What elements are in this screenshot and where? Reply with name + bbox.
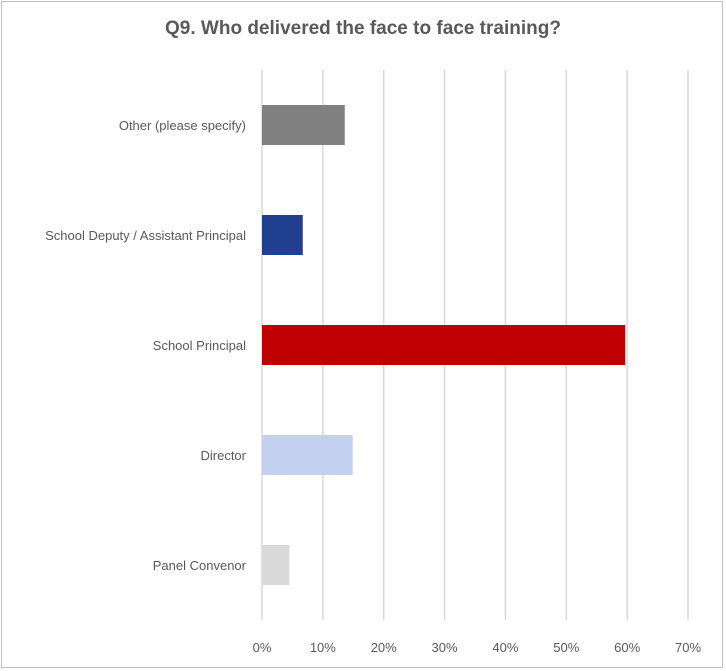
bar-3 [262, 435, 353, 475]
category-label-2: School Principal [153, 338, 246, 353]
bar-4 [262, 545, 290, 585]
x-tick-label-7: 70% [675, 640, 701, 655]
x-tick-label-2: 20% [371, 640, 397, 655]
category-label-1: School Deputy / Assistant Principal [45, 228, 246, 243]
bar-2 [262, 325, 626, 365]
chart-title: Q9. Who delivered the face to face train… [165, 18, 561, 39]
bar-1 [262, 215, 303, 255]
x-tick-label-5: 50% [553, 640, 579, 655]
x-tick-label-0: 0% [253, 640, 272, 655]
x-tick-label-4: 40% [492, 640, 518, 655]
category-label-0: Other (please specify) [119, 118, 246, 133]
x-tick-label-6: 60% [614, 640, 640, 655]
bar-0 [262, 105, 345, 145]
x-tick-label-1: 10% [310, 640, 336, 655]
x-tick-label-3: 30% [432, 640, 458, 655]
category-label-4: Panel Convenor [153, 558, 247, 573]
category-label-3: Director [200, 448, 246, 463]
